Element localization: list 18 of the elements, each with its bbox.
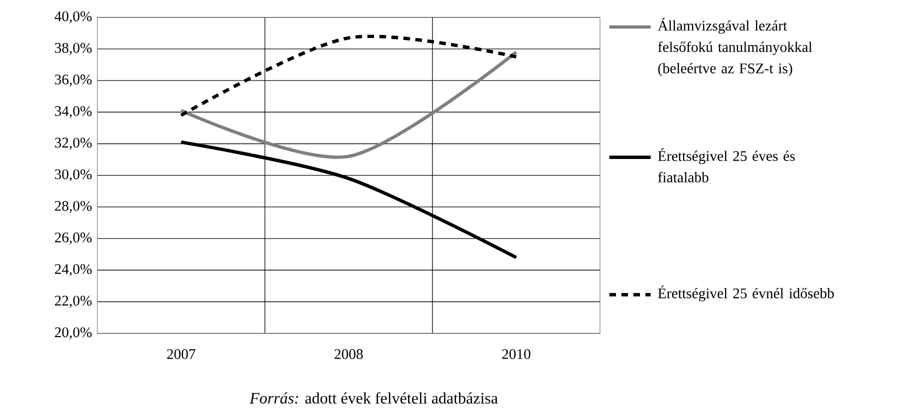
y-tick-label: 36,0%	[55, 74, 92, 87]
y-tick-label: 38,0%	[55, 42, 92, 55]
y-tick-label: 40,0%	[54, 11, 92, 24]
y-tick-label: 32,0%	[55, 138, 92, 150]
y-tick-label: 26,0%	[54, 232, 92, 245]
y-tick-label: 28,0%	[54, 200, 92, 213]
y-tick-label: 34,0%	[55, 106, 92, 118]
x-tick-label: 2007	[167, 349, 196, 360]
x-tick-label: 2010	[502, 349, 530, 360]
y-tick-label: 20,0%	[54, 327, 92, 340]
y-tick-label: 30,0%	[55, 169, 92, 182]
legend-label: Érettségivel 25 évnél idősebb	[658, 286, 834, 302]
text: Forrás: adott évek felvételi adatbázisa	[250, 392, 498, 404]
legend-label: Államvizsgával lezárt felsőfokú tanulmányokkal (beleértve az FSZ-t is)	[658, 18, 812, 76]
y-tick-label: 24,0%	[54, 264, 92, 276]
y-tick-label: 22,0%	[54, 296, 92, 308]
x-tick-label: 2008	[334, 349, 363, 360]
legend-label: Érettségivel 25 éves és fiatalabb	[658, 148, 795, 182]
